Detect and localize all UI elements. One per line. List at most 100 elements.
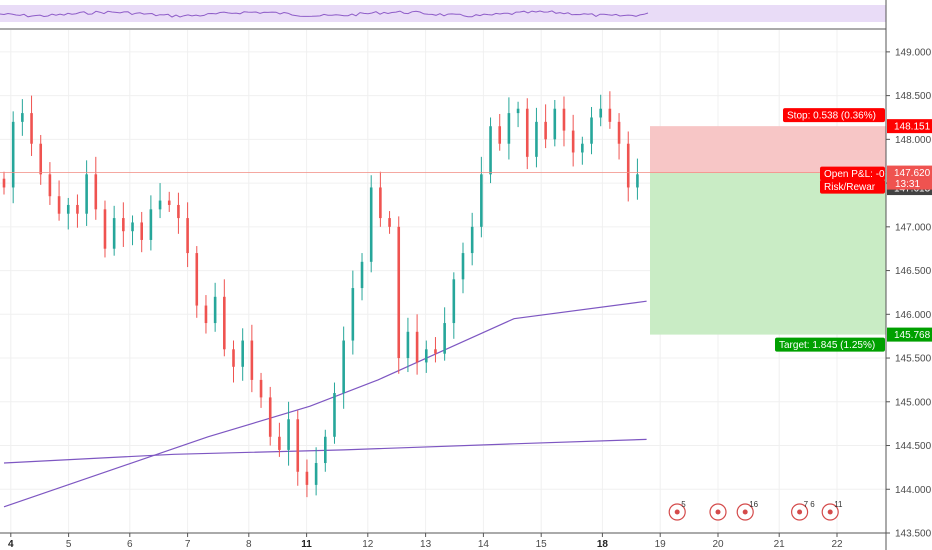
oscillator-line [0, 10, 649, 18]
date-tick-label: 22 [831, 539, 843, 550]
target-zone[interactable] [650, 172, 886, 335]
stop-info-label-text: Stop: 0.538 (0.36%) [787, 111, 876, 122]
event-dot-icon [715, 509, 721, 515]
candle-body [186, 218, 189, 254]
date-tick-label: 15 [536, 539, 548, 550]
candle-body [131, 222, 134, 232]
candle-body [636, 174, 639, 188]
ma-200-line [3, 300, 647, 508]
candle-body [333, 393, 336, 437]
candle-body [626, 143, 630, 188]
candle-body [617, 121, 621, 144]
candle-body [149, 209, 153, 240]
candle-body [195, 253, 199, 306]
time-axis[interactable]: 4 5 6 7 8 11 12 13 14 15 18 19 20 21 22 [0, 532, 886, 550]
price-tick-label: 148.000 [895, 135, 932, 146]
candle-body [379, 187, 382, 219]
moving-averages [3, 300, 647, 508]
candle-body [516, 108, 520, 114]
candle-body [525, 108, 529, 157]
date-tick-label: 18 [597, 539, 609, 550]
risk-reward-label-text: Risk/Rewar [824, 182, 876, 193]
candle-body [562, 108, 566, 131]
target-price-tag [887, 327, 932, 342]
countdown-label: 13:31 [895, 179, 920, 190]
date-tick-label: 8 [246, 539, 252, 550]
countdown-tag [887, 177, 932, 190]
date-tick-label: 11 [301, 539, 312, 550]
price-tick-label: 147.000 [895, 222, 932, 233]
date-tick-label: 7 [185, 539, 191, 550]
price-axis[interactable]: 149.000148.500148.000147.500147.000146.5… [885, 0, 932, 550]
date-tick-label: 19 [655, 539, 667, 550]
price-tick-label: 145.500 [895, 354, 932, 365]
candle-body [11, 121, 15, 188]
pnl-label [820, 166, 885, 181]
candle-body [21, 113, 24, 122]
event-count: 5 [681, 500, 686, 509]
pnl-label-text: Open P&L: -0 [824, 169, 885, 180]
date-tick-label: 6 [127, 539, 133, 550]
candle-body [30, 113, 33, 144]
candle-body [158, 200, 162, 210]
event-dot-icon [797, 509, 803, 515]
candle-body [388, 218, 391, 227]
stop-price-tag [887, 119, 932, 134]
target-info-label-text: Target: 1.845 (1.25%) [779, 340, 875, 351]
candle-body [296, 419, 300, 472]
price-tick-label: 143.500 [895, 529, 932, 540]
date-tick-label: 21 [774, 539, 786, 550]
stop-zone[interactable] [650, 126, 886, 173]
candle-body [268, 397, 272, 437]
date-tick-label: 14 [478, 539, 490, 550]
date-tick-label: 20 [712, 539, 724, 550]
candle-body [406, 331, 410, 359]
candle-body [48, 174, 52, 197]
candle-body [112, 218, 116, 249]
candle-body [581, 143, 584, 153]
oscillator-pane [0, 5, 886, 30]
economic-events[interactable]: 5 16 7 6 11 [668, 500, 843, 521]
candle-body [498, 126, 502, 144]
candle-body [287, 419, 290, 450]
event-count: 7 6 [804, 500, 816, 509]
candle-body [590, 117, 593, 144]
candle-body [314, 463, 318, 485]
candle-body [461, 253, 465, 280]
candle-body [360, 261, 364, 289]
candle-body [480, 174, 483, 227]
ma-slow-line [3, 438, 647, 464]
target-price-tag-label: 145.768 [894, 330, 931, 341]
candle-body [599, 108, 602, 118]
oscillator-band [0, 5, 886, 22]
candle-body [167, 200, 171, 205]
candle-body [443, 323, 446, 354]
candle-body [103, 209, 107, 249]
date-tick-label: 13 [420, 539, 432, 550]
candle-body [535, 121, 538, 157]
event-count: 11 [834, 500, 843, 509]
candle-body [250, 340, 254, 380]
candle-body [452, 279, 456, 324]
position-tool[interactable] [650, 126, 886, 335]
date-tick-label: 5 [66, 539, 72, 550]
candle-body [397, 226, 401, 359]
risk-reward-label [820, 179, 885, 194]
price-tick-label: 145.000 [895, 397, 932, 408]
candles [2, 91, 639, 498]
candle-body [259, 379, 263, 398]
stop-info-label [783, 108, 885, 123]
candle-body [223, 296, 226, 350]
candle-body [305, 471, 309, 485]
candle-body [140, 222, 143, 240]
candle-body [470, 226, 474, 254]
candle-body [608, 108, 612, 122]
candle-body [507, 113, 511, 144]
event-dot-icon [827, 509, 833, 515]
candle-body [342, 340, 345, 394]
candle-body [434, 349, 437, 354]
candle-body [278, 436, 281, 450]
candle-body [204, 305, 208, 324]
position-labels: Stop: 0.538 (0.36%) Target: 1.845 (1.25%)… [775, 108, 885, 352]
